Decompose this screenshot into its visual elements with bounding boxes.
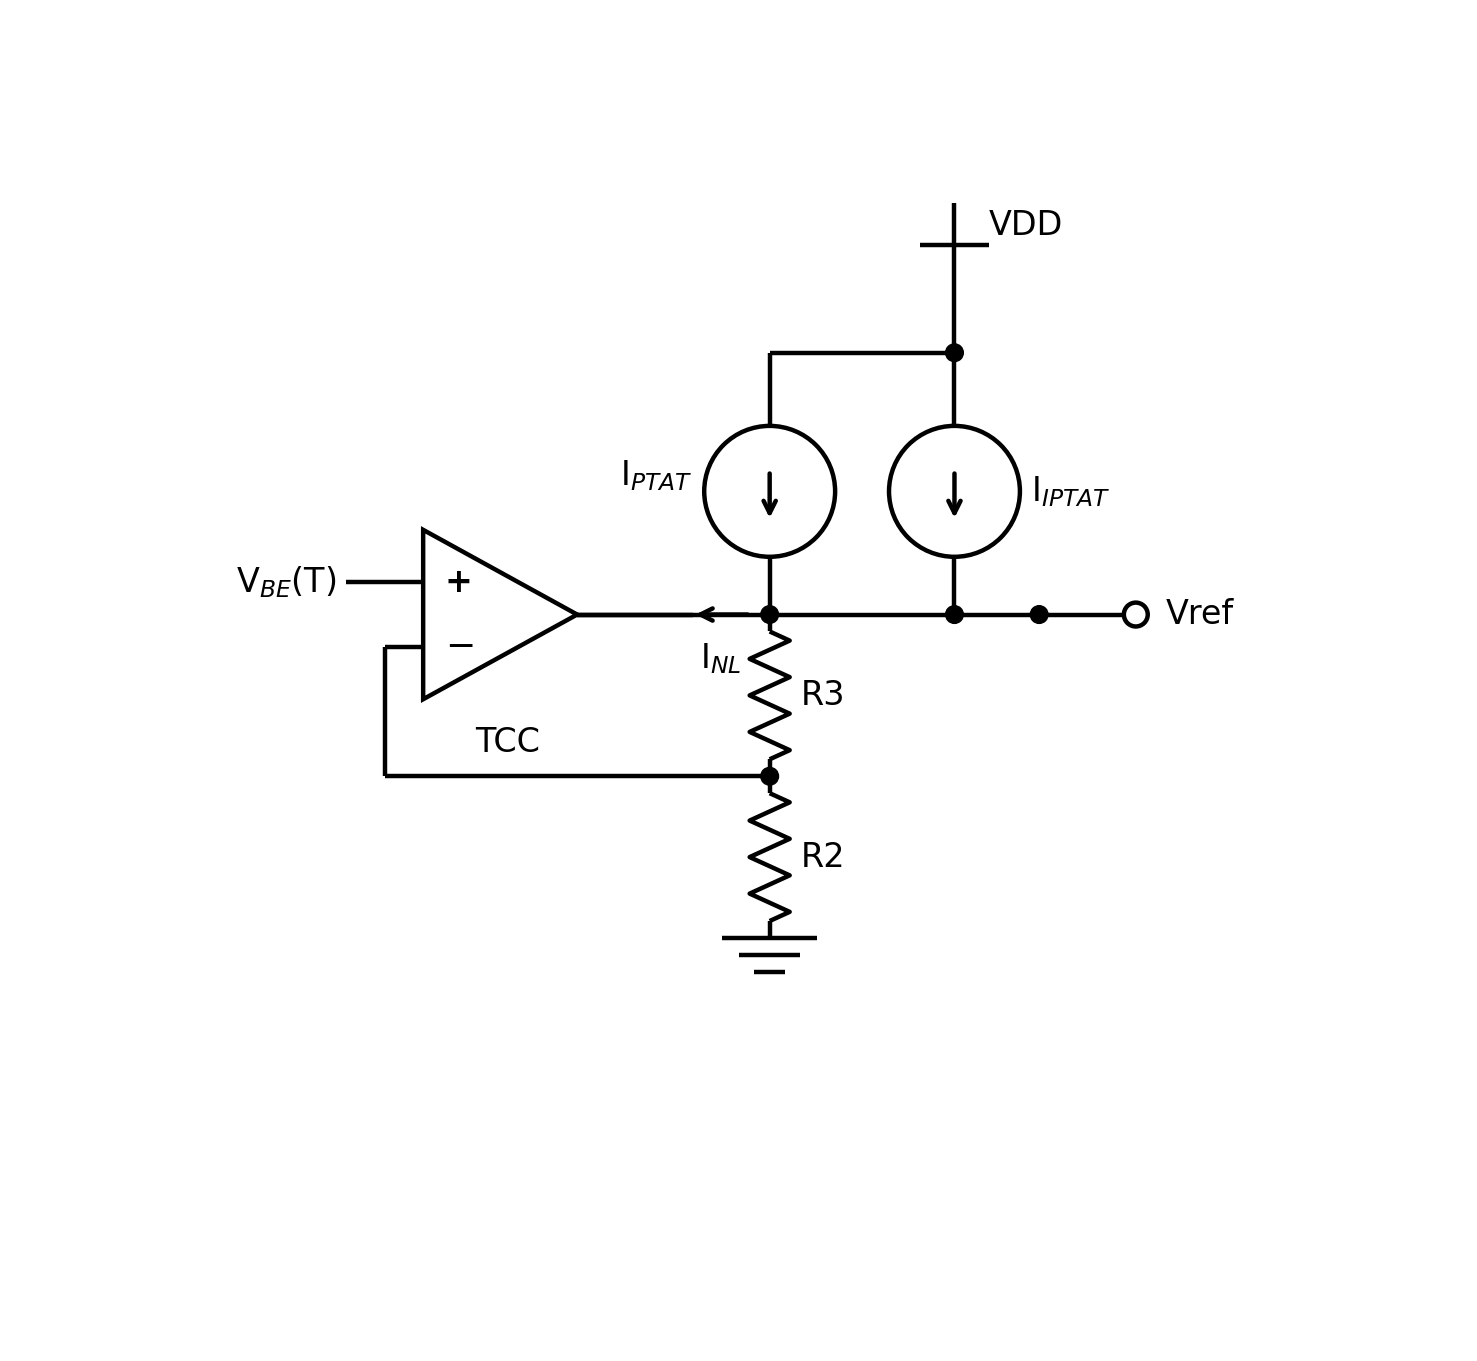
Text: +: + bbox=[445, 566, 473, 599]
Circle shape bbox=[945, 344, 963, 362]
Text: I$_{NL}$: I$_{NL}$ bbox=[700, 641, 741, 676]
Circle shape bbox=[945, 606, 963, 623]
Circle shape bbox=[1031, 606, 1049, 623]
Text: I$_{PTAT}$: I$_{PTAT}$ bbox=[620, 459, 693, 493]
Text: R2: R2 bbox=[801, 841, 845, 874]
Text: Vref: Vref bbox=[1167, 597, 1235, 632]
Text: VDD: VDD bbox=[990, 210, 1063, 242]
Circle shape bbox=[761, 606, 778, 623]
Circle shape bbox=[761, 768, 778, 785]
Text: R3: R3 bbox=[801, 679, 845, 712]
Text: TCC: TCC bbox=[476, 727, 541, 759]
Text: I$_{IPTAT}$: I$_{IPTAT}$ bbox=[1031, 474, 1111, 509]
Text: −: − bbox=[445, 630, 476, 664]
Text: V$_{BE}$(T): V$_{BE}$(T) bbox=[236, 565, 337, 600]
